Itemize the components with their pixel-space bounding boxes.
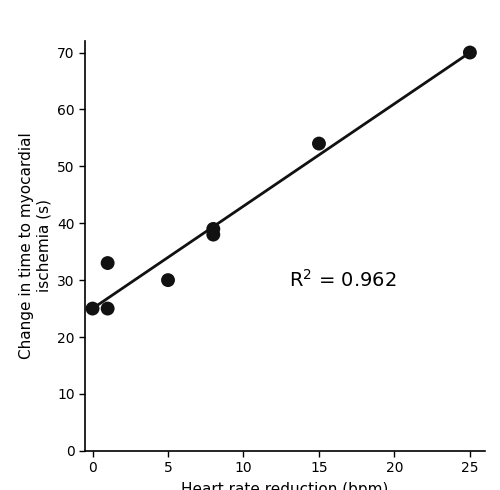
- Y-axis label: Change in time to myocardial
ischemia (s): Change in time to myocardial ischemia (s…: [19, 133, 52, 359]
- Point: [104, 305, 112, 313]
- Point: [466, 49, 474, 56]
- Point: [210, 231, 218, 239]
- Point: [88, 305, 96, 313]
- Point: [104, 259, 112, 267]
- X-axis label: Heart rate reduction (bpm): Heart rate reduction (bpm): [182, 482, 388, 490]
- Point: [164, 276, 172, 284]
- Point: [210, 225, 218, 233]
- Text: Source: JACC © 2007 American College of Cardiology Foundation: Source: JACC © 2007 American College of …: [68, 471, 432, 481]
- Text: R$^2$ = 0.962: R$^2$ = 0.962: [289, 269, 397, 291]
- Text: www.medscape.com: www.medscape.com: [215, 7, 366, 22]
- Point: [315, 140, 323, 147]
- Text: Medscape®: Medscape®: [15, 7, 116, 22]
